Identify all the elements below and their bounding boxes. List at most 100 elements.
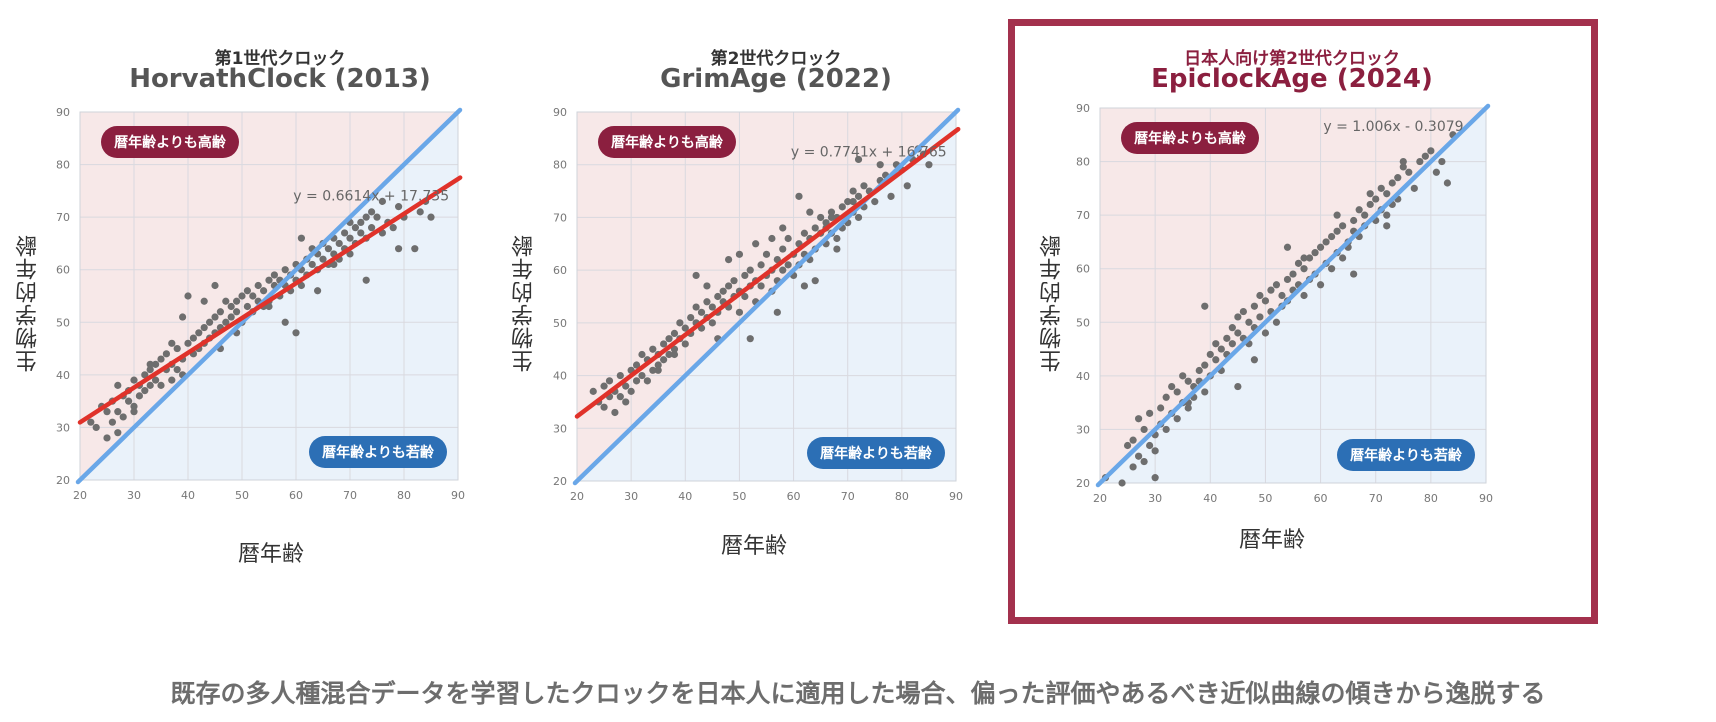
data-point (1168, 382, 1176, 391)
y-tick-label: 50 (1076, 316, 1090, 329)
data-point (871, 198, 879, 206)
data-point (1421, 152, 1429, 160)
data-point (1256, 291, 1264, 300)
data-point (1300, 254, 1308, 262)
data-point (103, 434, 111, 442)
x-tick-label: 40 (1203, 492, 1217, 505)
data-point (1432, 168, 1440, 176)
data-point (157, 355, 165, 363)
y-tick-label: 20 (553, 475, 567, 488)
regression-equation: y = 0.7741x + 16.765 (791, 144, 947, 160)
data-point (676, 319, 684, 327)
data-point (411, 245, 419, 253)
x-tick-label: 30 (624, 490, 638, 503)
y-tick-label: 80 (553, 159, 567, 172)
data-point (725, 282, 733, 290)
x-tick-label: 20 (570, 490, 584, 503)
data-point (130, 376, 138, 384)
y-tick-label: 90 (553, 106, 567, 119)
data-point (1322, 238, 1330, 246)
data-point (1184, 404, 1192, 412)
x-tick-label: 90 (949, 490, 963, 503)
regression-line (77, 175, 463, 425)
data-point (227, 302, 235, 311)
data-point (119, 413, 127, 421)
data-point (324, 245, 332, 253)
data-point (730, 277, 738, 285)
x-tick-label: 90 (451, 489, 465, 502)
data-point (335, 239, 343, 248)
data-point (292, 329, 300, 337)
x-tick-label: 60 (1314, 492, 1328, 505)
y-tick-label: 60 (56, 264, 70, 277)
x-tick-label: 50 (235, 489, 249, 502)
data-point (665, 335, 673, 343)
x-tick-label: 60 (787, 490, 801, 503)
data-point (1151, 474, 1159, 482)
x-axis-label: 暦年齢 (237, 542, 304, 567)
data-point (660, 356, 668, 364)
highlight-frame (1008, 19, 1598, 624)
data-point (660, 340, 668, 348)
data-point (589, 387, 597, 395)
data-point (114, 408, 122, 416)
y-tick-label: 60 (1076, 263, 1090, 276)
y-tick-label: 50 (56, 316, 70, 329)
younger-badge: 暦年齢よりも若齢 (807, 437, 945, 469)
data-point (243, 302, 251, 311)
data-point (1195, 366, 1203, 375)
chart-title: GrimAge (2022) (660, 64, 892, 94)
chart-title: HorvathClock (2013) (129, 64, 431, 94)
data-point (297, 234, 305, 242)
data-point (849, 198, 857, 206)
data-point (265, 302, 273, 311)
data-point (314, 287, 322, 295)
data-point (1416, 157, 1424, 166)
data-point (854, 192, 863, 200)
data-point (1212, 340, 1220, 348)
data-point (351, 224, 359, 232)
y-tick-label: 70 (56, 211, 70, 224)
data-point (779, 266, 787, 274)
data-point (1135, 452, 1143, 460)
data-point (903, 182, 911, 190)
x-tick-label: 70 (343, 489, 357, 502)
footer-caption: 既存の多人種混合データを学習したクロックを日本人に適用した場合、偏った評価やある… (170, 679, 1546, 708)
data-point (152, 360, 160, 368)
data-point (854, 213, 863, 222)
data-point (1234, 382, 1242, 391)
plot-border (1099, 107, 1487, 484)
y-tick-label: 20 (1076, 477, 1090, 490)
data-point (135, 392, 143, 400)
y-tick-label: 80 (56, 159, 70, 172)
data-point (692, 303, 700, 311)
data-point (1300, 291, 1308, 300)
x-axis-label: 暦年齢 (720, 534, 787, 559)
data-point (1228, 340, 1236, 348)
data-point (1328, 232, 1336, 241)
data-point (395, 245, 403, 253)
data-point (638, 371, 646, 380)
data-point (887, 192, 895, 200)
data-point (703, 282, 711, 290)
x-tick-label: 40 (678, 490, 692, 503)
data-point (238, 292, 246, 300)
data-point (638, 350, 646, 359)
data-point (260, 287, 268, 295)
data-point (222, 318, 230, 326)
badge-label: 暦年齢よりも高齢 (1134, 130, 1247, 147)
data-point (1173, 388, 1181, 396)
data-point (811, 224, 819, 232)
data-point (827, 208, 836, 216)
data-point (1217, 345, 1225, 353)
x-tick-label: 60 (289, 489, 303, 502)
data-point (1305, 254, 1314, 262)
data-point (779, 224, 787, 232)
data-point (1388, 179, 1396, 187)
chart-panel-epiclockage: 日本人向け第2世代クロック EpiclockAge (2024) 生物学的年齢 … (1002, 0, 1602, 640)
y-tick-label: 30 (56, 421, 70, 434)
data-point (708, 319, 716, 327)
data-point (806, 208, 814, 216)
chart-subtitle: 日本人向け第2世代クロック (1184, 49, 1400, 69)
